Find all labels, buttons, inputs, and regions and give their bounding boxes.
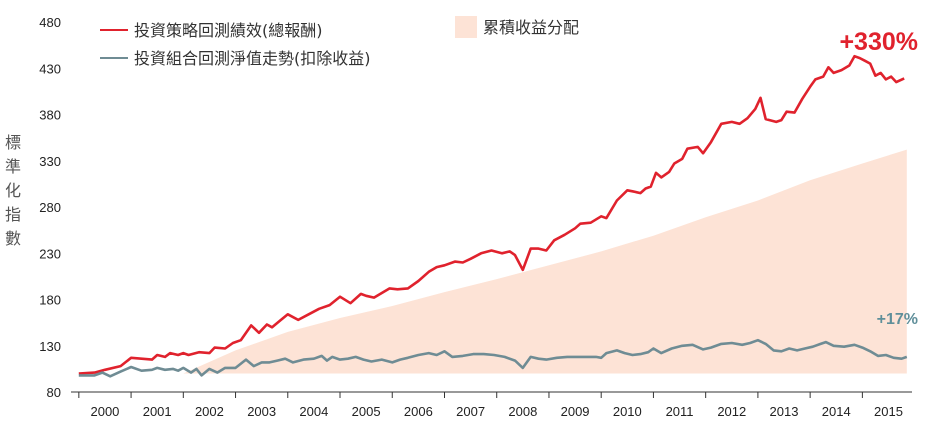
x-tick-label: 2008 — [508, 404, 537, 419]
y-tick-label: 130 — [39, 339, 61, 354]
y-axis-label-char: 標 — [5, 133, 21, 152]
x-tick-label: 2015 — [874, 404, 903, 419]
x-tick-label: 2005 — [352, 404, 381, 419]
legend-distribution-label: 累積收益分配 — [483, 18, 579, 37]
y-tick-label: 280 — [39, 200, 61, 215]
x-tick-label: 2011 — [666, 404, 694, 419]
plot-area — [78, 54, 908, 378]
portfolio-series-line — [78, 338, 908, 378]
x-tick-label: 2003 — [247, 404, 276, 419]
y-tick-label: 330 — [39, 154, 61, 169]
legend: 投資策略回測績效(總報酬) 投資組合回測淨值走勢(扣除收益) 累積收益分配 — [100, 16, 579, 68]
y-tick-label: 380 — [39, 108, 61, 123]
strategy-return-annotation: +330% — [839, 28, 918, 56]
legend-distribution-swatch — [455, 16, 477, 38]
y-axis-ticks: 480 430 380 330 280 230 180 130 80 — [39, 15, 61, 400]
x-tick-label: 2006 — [404, 404, 433, 419]
y-tick-label: 480 — [39, 15, 61, 30]
y-tick-label: 230 — [39, 246, 61, 261]
y-tick-label: 180 — [39, 293, 61, 308]
y-axis-label-char: 數 — [5, 229, 21, 248]
x-tick-label: 2004 — [299, 404, 328, 419]
y-axis-label-char: 化 — [5, 181, 21, 200]
x-tick-label: 2001 — [143, 404, 172, 419]
legend-strategy-label: 投資策略回測績效(總報酬) — [134, 21, 323, 40]
x-tick-label: 2002 — [195, 404, 224, 419]
legend-portfolio-label: 投資組合回測淨值走勢(扣除收益) — [134, 49, 371, 68]
y-axis-label-char: 指 — [5, 205, 21, 224]
x-axis-ticks: 2000 2001 2002 2003 2004 2005 2006 2007 2008 2009… — [78, 392, 903, 419]
x-tick-label: 2000 — [90, 404, 119, 419]
x-tick-label: 2009 — [561, 404, 590, 419]
x-tick-label: 2014 — [822, 404, 851, 419]
y-tick-label: 80 — [47, 385, 61, 400]
x-tick-label: 2007 — [456, 404, 485, 419]
portfolio-return-annotation: +17% — [877, 311, 918, 328]
y-tick-label: 430 — [39, 61, 61, 76]
y-axis-label-char: 準 — [5, 157, 21, 176]
x-axis: 2000 2001 2002 2003 2004 2005 2006 2007 2008 2009… — [71, 391, 912, 419]
x-tick-label: 2012 — [717, 404, 746, 419]
distribution-area — [78, 149, 907, 374]
strategy-series-line — [78, 54, 905, 375]
x-tick-label: 2013 — [770, 404, 799, 419]
x-tick-label: 2010 — [613, 404, 642, 419]
